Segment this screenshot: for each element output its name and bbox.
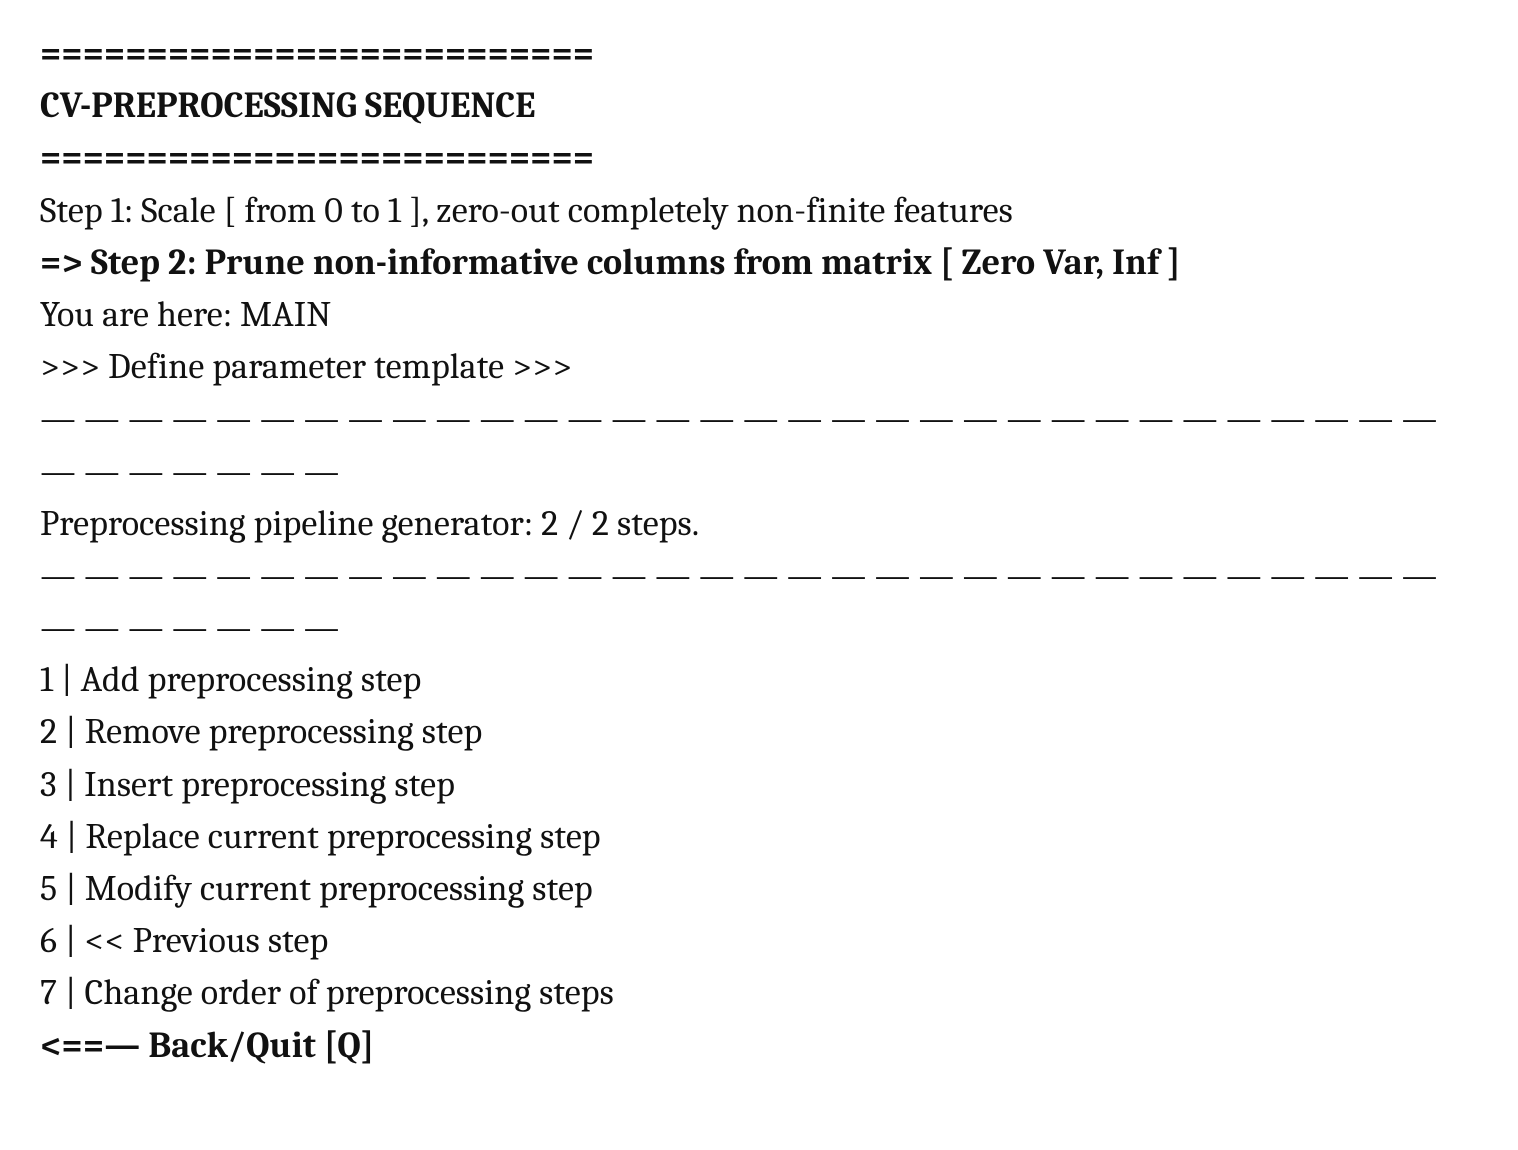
step-1: Step 1: Scale [ from 0 to 1 ], zero-out … bbox=[40, 185, 1478, 237]
breadcrumb: You are here: MAIN bbox=[40, 289, 1478, 341]
menu-item-add[interactable]: 1 | Add preprocessing step bbox=[40, 654, 1478, 706]
divider-top: — — — — — — — — — — — — — — — — — — — — … bbox=[40, 393, 1478, 497]
menu-item-replace[interactable]: 4 | Replace current preprocessing step bbox=[40, 811, 1478, 863]
menu-item-back-quit[interactable]: <==— Back/Quit [Q] bbox=[40, 1020, 1478, 1072]
header-rule-top: ========================== bbox=[40, 28, 1478, 80]
step-2-current: => Step 2: Prune non-informative columns… bbox=[40, 237, 1478, 289]
menu-item-previous[interactable]: 6 | << Previous step bbox=[40, 915, 1478, 967]
prompt-line: >>> Define parameter template >>> bbox=[40, 341, 1478, 393]
divider-bottom: — — — — — — — — — — — — — — — — — — — — … bbox=[40, 550, 1478, 654]
terminal-screen: ========================== CV-PREPROCESS… bbox=[0, 0, 1518, 1112]
status-line: Preprocessing pipeline generator: 2 / 2 … bbox=[40, 498, 1478, 550]
header-rule-bottom: ========================== bbox=[40, 132, 1478, 184]
menu-item-reorder[interactable]: 7 | Change order of preprocessing steps bbox=[40, 967, 1478, 1019]
menu-item-modify[interactable]: 5 | Modify current preprocessing step bbox=[40, 863, 1478, 915]
menu-item-remove[interactable]: 2 | Remove preprocessing step bbox=[40, 706, 1478, 758]
menu: 1 | Add preprocessing step 2 | Remove pr… bbox=[40, 654, 1478, 1072]
menu-item-insert[interactable]: 3 | Insert preprocessing step bbox=[40, 759, 1478, 811]
page-title: CV-PREPROCESSING SEQUENCE bbox=[40, 80, 1478, 132]
